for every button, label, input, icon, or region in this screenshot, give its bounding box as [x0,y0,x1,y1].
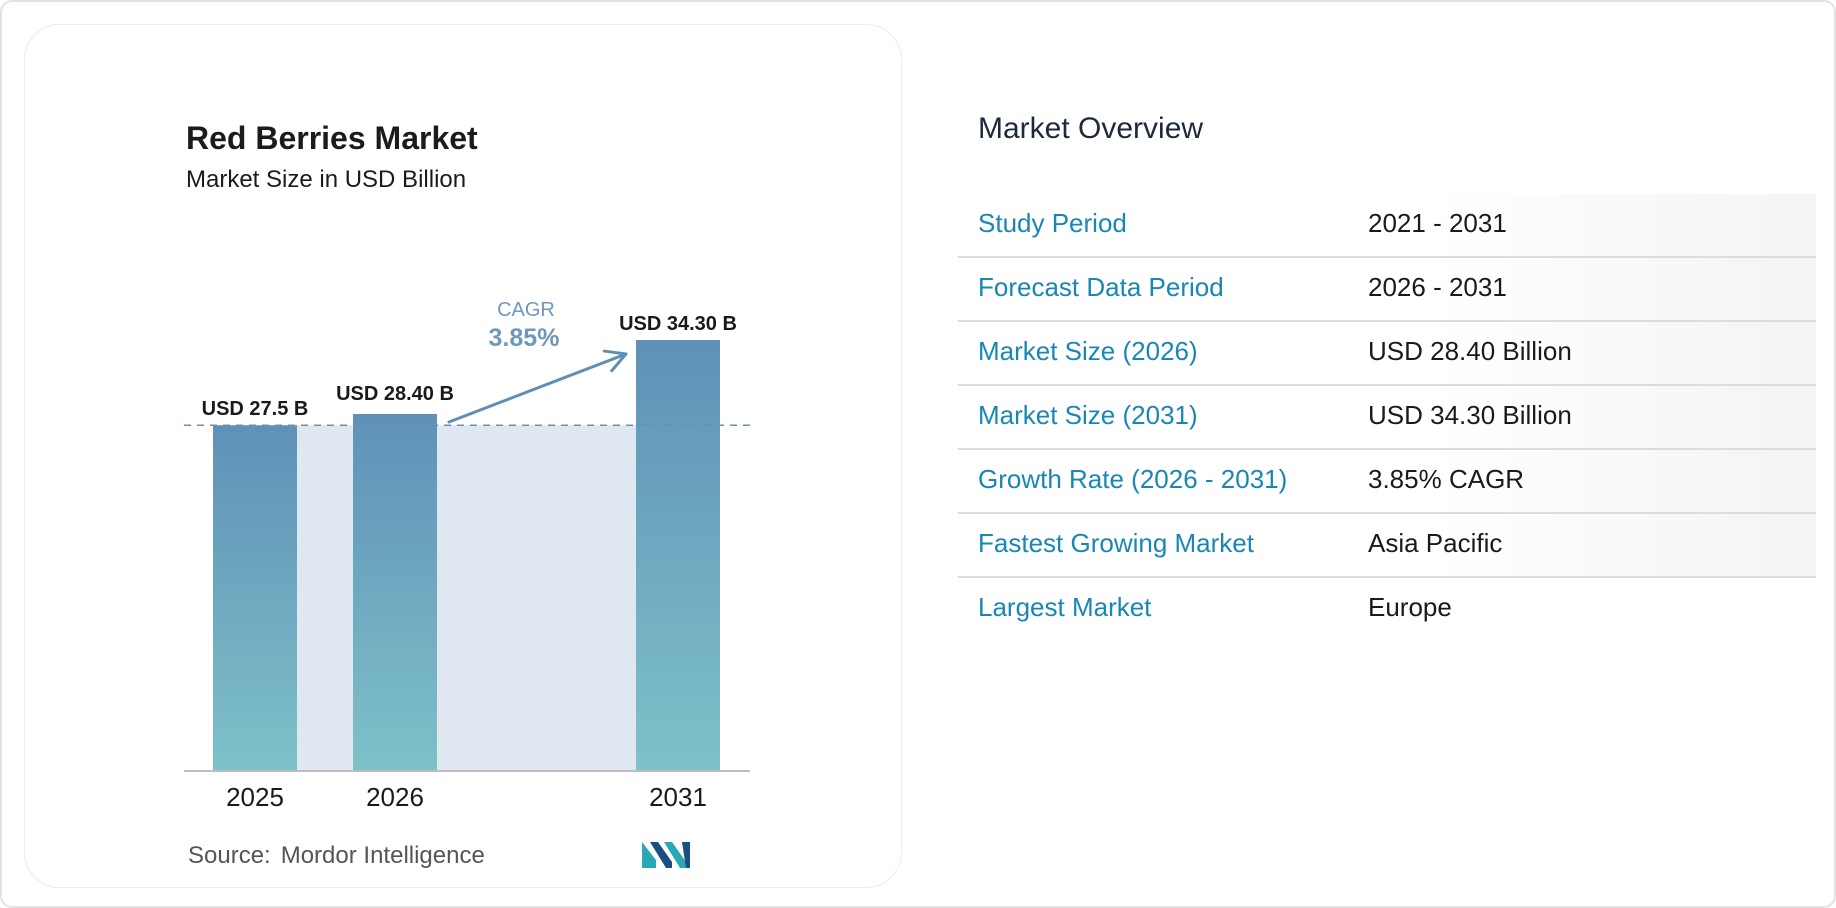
cagr-arrow-line [447,352,628,424]
overview-value: Europe [1368,592,1452,622]
source-line: Source: Mordor Intelligence [188,842,485,870]
overview-key: Market Size (2031) [978,400,1198,430]
overview-row-fastest-growing: Fastest Growing Market Asia Pacific [958,514,1816,578]
overview-value: USD 28.40 Billion [1368,336,1572,366]
reference-band [213,425,720,770]
overview-key: Forecast Data Period [978,272,1224,302]
data-label-2026: USD 28.40 B [336,383,454,405]
chart-title: Red Berries Market [186,120,478,156]
mordor-intelligence-logo-icon [642,842,690,868]
bar-chart: USD 27.5 B USD 28.40 B USD 34.30 B 2025 2026… [184,299,754,812]
overview-row-market-size-2031: Market Size (2031) USD 34.30 Billion [958,386,1816,450]
overview-key: Market Size (2026) [978,336,1198,366]
cagr-value: 3.85% [489,324,560,352]
data-label-2025: USD 27.5 B [202,398,309,420]
overview-value: 2026 - 2031 [1368,272,1507,302]
overview-key: Growth Rate (2026 - 2031) [978,464,1288,494]
overview-row-study-period: Study Period 2021 - 2031 [958,194,1816,258]
overview-value: 2021 - 2031 [1368,208,1507,238]
overview-value: Asia Pacific [1368,528,1503,558]
overview-value: 3.85% CAGR [1368,464,1525,494]
overview-key: Fastest Growing Market [978,528,1254,558]
overview-row-forecast-period: Forecast Data Period 2026 - 2031 [958,258,1816,322]
data-label-2031: USD 34.30 B [619,313,737,335]
bar-2026 [353,413,437,770]
overview-key: Largest Market [978,592,1152,622]
x-tick-label-2026: 2026 [366,782,424,812]
overview-row-growth-rate: Growth Rate (2026 - 2031) 3.85% CAGR [958,450,1816,514]
overview-row-largest-market: Largest Market Europe [958,578,1816,640]
overview-row-market-size-2026: Market Size (2026) USD 28.40 Billion [958,322,1816,386]
source-name: Mordor Intelligence [280,842,485,869]
x-tick-label-2031: 2031 [649,782,707,812]
overview-table: Study Period 2021 - 2031 Forecast Data P… [958,194,1816,640]
cagr-arrow-head [602,349,628,373]
bar-2025 [213,425,297,770]
overview-value: USD 34.30 Billion [1368,400,1572,430]
overview-key: Study Period [978,208,1127,238]
source-label: Source: [188,842,271,869]
cagr-label: CAGR [497,299,555,321]
bar-2031 [636,340,720,770]
chart-subtitle: Market Size in USD Billion [186,166,467,193]
x-tick-label-2025: 2025 [226,782,284,812]
overview-title: Market Overview [978,112,1204,145]
